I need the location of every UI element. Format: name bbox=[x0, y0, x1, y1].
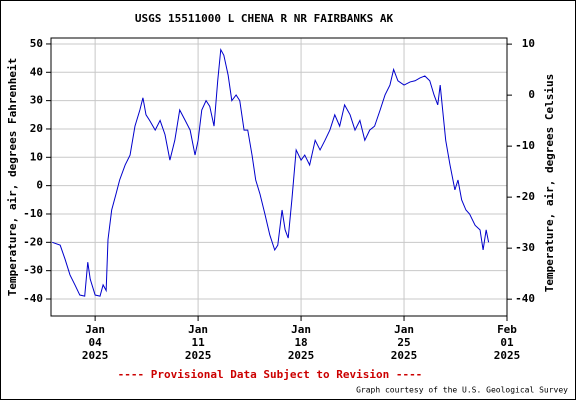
y2-tick-label: -10 bbox=[515, 139, 535, 152]
x-tick-label: 2025 bbox=[82, 349, 109, 362]
y2-tick-label: 10 bbox=[522, 37, 535, 50]
y2-tick-label: -30 bbox=[515, 241, 535, 254]
x-tick-label: 11 bbox=[191, 336, 205, 349]
y-tick-label: -10 bbox=[23, 207, 43, 220]
chart-title: USGS 15511000 L CHENA R NR FAIRBANKS AK bbox=[135, 12, 394, 25]
y-tick-label: 20 bbox=[30, 122, 43, 135]
x-tick-label: 01 bbox=[500, 336, 514, 349]
y2-tick-label: 0 bbox=[528, 88, 535, 101]
x-tick-label: 2025 bbox=[185, 349, 212, 362]
y-axis-label: Temperature, air, degrees Fahrenheit bbox=[6, 58, 19, 296]
y-tick-label: 40 bbox=[30, 65, 43, 78]
plot-frame bbox=[50, 37, 508, 317]
y-tick-label: 30 bbox=[30, 94, 43, 107]
x-tick-label: 25 bbox=[397, 336, 410, 349]
data-line bbox=[52, 47, 490, 297]
y-tick-label: -30 bbox=[23, 264, 43, 277]
credit: Graph courtesy of the U.S. Geological Su… bbox=[356, 386, 568, 395]
provisional-notice: ---- Provisional Data Subject to Revisio… bbox=[118, 368, 423, 381]
y2-tick-label: -40 bbox=[515, 292, 535, 305]
plot-area bbox=[51, 38, 507, 316]
y-tick-label: 50 bbox=[30, 37, 43, 50]
x-tick-label: 2025 bbox=[288, 349, 315, 362]
y-tick-label: -20 bbox=[23, 235, 43, 248]
x-tick-label: Jan bbox=[291, 323, 311, 336]
y-tick-label: 10 bbox=[30, 150, 43, 163]
y-tick-label: -40 bbox=[23, 292, 43, 305]
y2-axis-label: Temperature, air, degrees Celsius bbox=[543, 74, 556, 293]
x-tick-label: 04 bbox=[89, 336, 103, 349]
x-tick-label: Jan bbox=[85, 323, 105, 336]
y-tick-label: 0 bbox=[36, 179, 43, 192]
y2-tick-label: -20 bbox=[515, 190, 535, 203]
x-tick-label: Jan bbox=[394, 323, 414, 336]
x-tick-label: Jan bbox=[188, 323, 208, 336]
x-tick-label: 18 bbox=[294, 336, 307, 349]
x-tick-label: Feb bbox=[497, 323, 517, 336]
x-tick-label: 2025 bbox=[391, 349, 418, 362]
x-tick-label: 2025 bbox=[494, 349, 521, 362]
